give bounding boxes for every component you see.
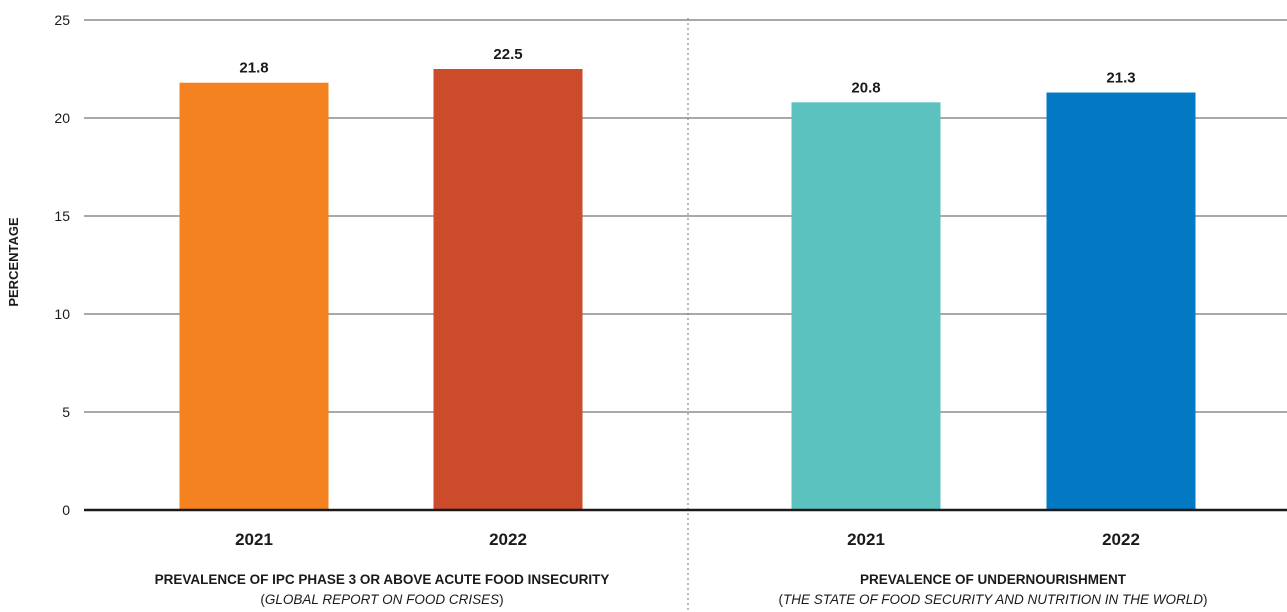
group-source-1: (GLOBAL REPORT ON FOOD CRISES) bbox=[260, 592, 503, 607]
x-tick-label: 2021 bbox=[847, 530, 885, 549]
x-tick-label: 2021 bbox=[235, 530, 273, 549]
group-source-text-1: GLOBAL REPORT ON FOOD CRISES bbox=[265, 592, 499, 607]
y-axis-ticks: 0 5 10 15 20 25 bbox=[54, 12, 70, 518]
x-tick-label: 2022 bbox=[489, 530, 527, 549]
y-tick-label: 15 bbox=[54, 208, 70, 224]
y-tick-label: 0 bbox=[62, 502, 70, 518]
value-labels: 21.8 22.5 20.8 21.3 bbox=[239, 46, 1135, 96]
category-labels: 2021 2022 2021 2022 bbox=[235, 530, 1140, 549]
bars bbox=[179, 69, 1196, 511]
bar-1-2022 bbox=[433, 69, 583, 510]
value-label: 21.3 bbox=[1106, 70, 1135, 87]
bar-1-2021 bbox=[179, 82, 329, 510]
y-tick-label: 10 bbox=[54, 306, 70, 322]
bar-2-2021 bbox=[791, 102, 941, 510]
group-source-text-2: THE STATE OF FOOD SECURITY AND NUTRITION… bbox=[783, 592, 1203, 607]
group-source-2: (THE STATE OF FOOD SECURITY AND NUTRITIO… bbox=[778, 592, 1207, 607]
value-label: 21.8 bbox=[239, 60, 268, 77]
group-titles: PREVALENCE OF IPC PHASE 3 OR ABOVE ACUTE… bbox=[155, 572, 1208, 607]
bar-2-2022 bbox=[1046, 92, 1196, 511]
y-tick-label: 25 bbox=[54, 12, 70, 28]
y-axis-label: PERCENTAGE bbox=[6, 217, 21, 307]
y-tick-label: 5 bbox=[62, 404, 70, 420]
x-tick-label: 2022 bbox=[1102, 530, 1140, 549]
group-title-1: PREVALENCE OF IPC PHASE 3 OR ABOVE ACUTE… bbox=[155, 572, 610, 587]
value-label: 22.5 bbox=[493, 46, 522, 63]
y-tick-label: 20 bbox=[54, 110, 70, 126]
value-label: 20.8 bbox=[851, 79, 880, 96]
group-title-2: PREVALENCE OF UNDERNOURISHMENT bbox=[860, 572, 1127, 587]
